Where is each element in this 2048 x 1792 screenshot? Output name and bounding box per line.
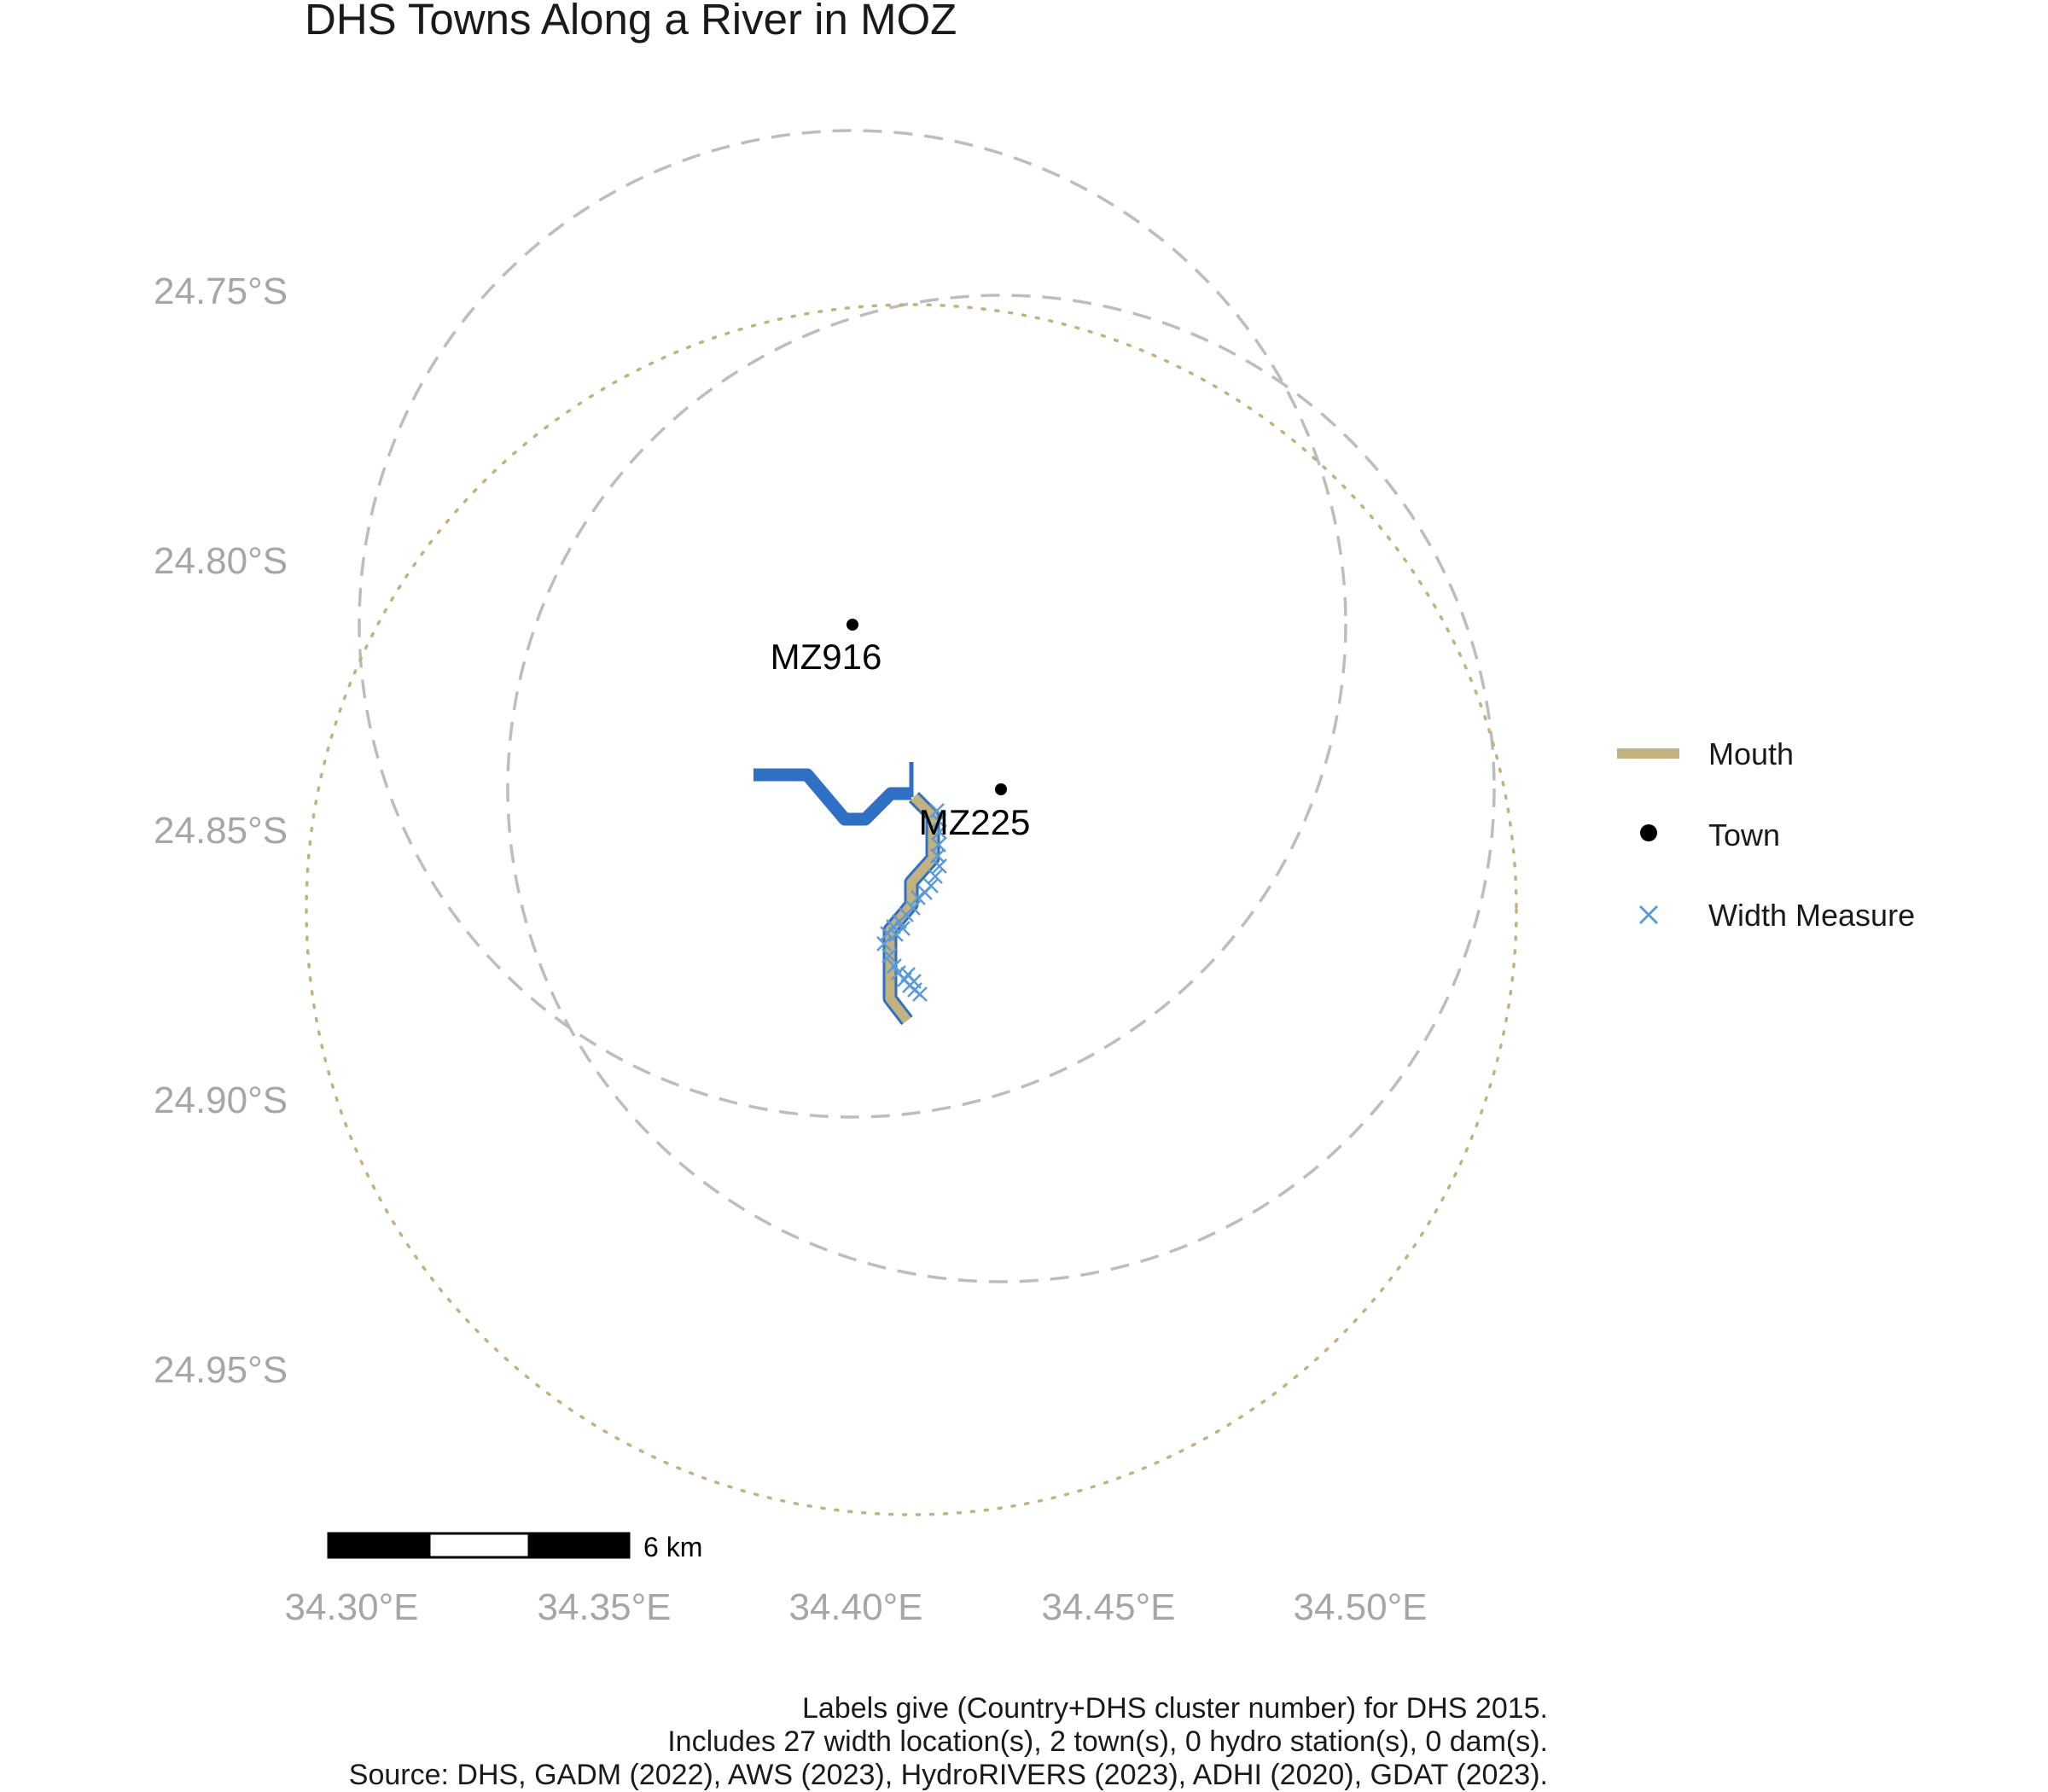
- width-measure-cross-icon: [906, 974, 922, 989]
- legend-label-town: Town: [1708, 817, 1780, 852]
- legend: Mouth Town Width Measure: [1617, 736, 1915, 933]
- lat-tick-label: 24.80°S: [154, 540, 288, 582]
- scale-bar: 6 km: [327, 1532, 702, 1562]
- lon-tick-label: 34.45°E: [1041, 1586, 1175, 1628]
- caption-line: Labels give (Country+DHS cluster number)…: [802, 1692, 1548, 1725]
- town-point-mz916: [847, 619, 858, 631]
- town-label-mz916: MZ916: [771, 637, 882, 677]
- legend-label-mouth: Mouth: [1708, 736, 1794, 771]
- scale-bar-segment: [428, 1532, 531, 1559]
- buffer-circle-mouth: [305, 303, 1518, 1516]
- buffer-circles: [305, 129, 1518, 1516]
- lat-tick-label: 24.85°S: [154, 810, 288, 852]
- town-point-mz225: [995, 783, 1007, 795]
- towns: MZ916 MZ225: [771, 619, 1031, 842]
- width-measures: [876, 803, 947, 1002]
- map-title: DHS Towns Along a River in MOZ: [305, 0, 957, 44]
- lon-tick-label: 34.35°E: [537, 1586, 671, 1628]
- buffer-circle-mz916: [358, 129, 1347, 1119]
- width-measure-cross-icon: [912, 986, 928, 1002]
- mouth-line: [885, 794, 938, 1024]
- legend-swatch-town: [1640, 824, 1657, 841]
- caption-line: Includes 27 width location(s), 2 town(s)…: [667, 1725, 1548, 1758]
- width-measure-cross-icon: [876, 936, 892, 951]
- lat-tick-label: 24.75°S: [154, 271, 288, 312]
- river-line: [753, 768, 911, 826]
- legend-swatch-width-measure-icon: [1638, 905, 1659, 925]
- lon-tick-label: 34.30°E: [284, 1586, 418, 1628]
- caption-line: Source: DHS, GADM (2022), AWS (2023), Hy…: [349, 1759, 1548, 1791]
- lat-tick-label: 24.95°S: [154, 1349, 288, 1391]
- width-measure-cross-icon: [911, 890, 926, 905]
- width-measure-cross-icon: [887, 958, 902, 974]
- width-measure-cross-icon: [895, 921, 911, 936]
- scale-bar-segment: [327, 1532, 431, 1559]
- town-label-mz225: MZ225: [919, 802, 1031, 842]
- caption: Labels give (Country+DHS cluster number)…: [349, 1692, 1548, 1791]
- buffer-circle-mz225: [506, 294, 1496, 1283]
- width-measure-cross-icon: [932, 858, 947, 874]
- lon-axis: 34.30°E 34.35°E 34.40°E 34.45°E 34.50°E: [284, 1586, 1427, 1628]
- scale-bar-label: 6 km: [643, 1532, 702, 1562]
- width-measure-cross-icon: [928, 869, 943, 884]
- lon-tick-label: 34.40°E: [788, 1586, 922, 1628]
- lat-tick-label: 24.90°S: [154, 1079, 288, 1121]
- legend-label-width-measure: Width Measure: [1708, 898, 1915, 933]
- width-measure-cross-icon: [881, 948, 897, 963]
- width-measure-cross-icon: [917, 885, 933, 900]
- width-measure-cross-icon: [932, 824, 947, 840]
- lat-axis: 24.75°S 24.80°S 24.85°S 24.90°S 24.95°S: [154, 271, 288, 1391]
- scale-bar-segment: [527, 1532, 631, 1559]
- lon-tick-label: 34.50°E: [1293, 1586, 1427, 1628]
